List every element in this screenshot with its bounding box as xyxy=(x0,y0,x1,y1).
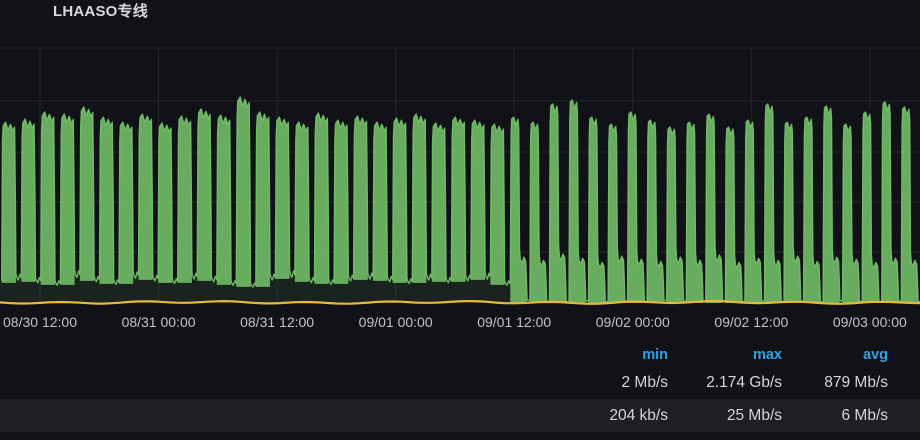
series-green-spike xyxy=(901,107,918,303)
series-green-spike xyxy=(40,112,55,285)
series-green-spike xyxy=(334,120,349,284)
legend-header-row: min max avg xyxy=(0,344,920,366)
legend-row-green-series[interactable]: 2 Mb/s 2.174 Gb/s 879 Mb/s xyxy=(0,366,920,399)
stat-min-value: 204 kb/s xyxy=(609,407,668,424)
legend-table: min max avg 2 Mb/s 2.174 Gb/s 879 Mb/s 2… xyxy=(0,344,920,432)
series-green-spike xyxy=(549,104,566,303)
panel-footer-spacer xyxy=(0,433,920,440)
series-green-spike xyxy=(21,119,36,282)
stat-avg-value: 879 Mb/s xyxy=(824,374,888,391)
series-green-spike xyxy=(216,115,231,285)
x-axis: 08/30 12:00 08/31 00:00 08/31 12:00 09/01 0… xyxy=(0,312,920,332)
series-green-spike xyxy=(881,102,898,303)
series-green-spike xyxy=(353,116,368,280)
stat-min-value: 2 Mb/s xyxy=(621,374,668,391)
series-green-spike xyxy=(744,120,762,303)
series-green-spike xyxy=(647,120,664,303)
series-green-spike xyxy=(451,117,466,282)
series-green-spike xyxy=(510,117,527,303)
x-tick-label: 08/30 12:00 xyxy=(3,314,77,330)
x-tick-label: 09/02 12:00 xyxy=(714,314,789,330)
series-green-spike xyxy=(1,122,16,283)
series-green-spike xyxy=(627,112,644,303)
series-green-spike xyxy=(197,109,212,281)
series-green-spike xyxy=(588,117,605,303)
legend-header-max[interactable]: max xyxy=(752,347,782,363)
series-green-spike xyxy=(60,114,75,285)
series-green-spike xyxy=(431,123,446,282)
series-green-spike xyxy=(99,117,114,284)
x-tick-label: 09/01 12:00 xyxy=(477,314,552,330)
series-green-line xyxy=(1,96,920,303)
series-green-spike xyxy=(529,122,547,303)
stat-max-value: 25 Mb/s xyxy=(726,407,782,424)
series-green-spike xyxy=(177,116,192,283)
legend-row-orange-series[interactable]: 204 kb/s 25 Mb/s 6 Mb/s xyxy=(0,399,920,432)
series-green-spike xyxy=(842,124,859,303)
chart-canvas[interactable] xyxy=(0,0,920,312)
series-green-spike xyxy=(294,122,310,282)
series-green-spike xyxy=(236,97,251,287)
series-green-spike xyxy=(490,124,505,285)
series-green-spike xyxy=(470,120,486,280)
panel-title[interactable]: LHAASO专线 xyxy=(53,3,148,20)
timeseries-plot[interactable] xyxy=(0,0,920,312)
series-green-spike xyxy=(823,106,840,303)
series-green-spike xyxy=(725,127,742,303)
x-tick-label: 09/02 00:00 xyxy=(595,314,670,330)
series-green-spike xyxy=(255,112,270,287)
series-green-spike xyxy=(392,118,407,283)
series-green-spike xyxy=(275,117,290,279)
stat-max-value: 2.174 Gb/s xyxy=(706,374,782,391)
series-green-spike xyxy=(686,122,703,303)
legend-header-avg[interactable]: avg xyxy=(863,347,888,363)
series-green-spike xyxy=(803,117,820,303)
series-green-spike xyxy=(608,124,625,303)
series-green-spike xyxy=(314,113,329,284)
x-tick-label: 09/01 00:00 xyxy=(358,314,433,330)
series-green-spike xyxy=(412,114,427,283)
series-green-spike xyxy=(119,122,134,284)
x-tick-label: 08/31 00:00 xyxy=(121,314,196,330)
x-tick-label: 09/03 00:00 xyxy=(832,314,907,330)
series-green-spike xyxy=(569,100,586,303)
series-green-spike xyxy=(784,122,801,303)
series-green-spike xyxy=(764,104,781,303)
x-tick-label: 08/31 12:00 xyxy=(240,314,315,330)
series-orange-line xyxy=(0,299,920,305)
series-green-spike xyxy=(138,114,153,280)
series-green-spike xyxy=(666,127,683,303)
stat-avg-value: 6 Mb/s xyxy=(841,407,888,424)
series-green-spike xyxy=(705,114,722,303)
legend-header-min[interactable]: min xyxy=(642,347,668,363)
series-green-spike xyxy=(158,123,173,283)
series-green-spike xyxy=(79,107,95,281)
series-green-spike xyxy=(862,112,879,303)
series-green-spike xyxy=(373,122,388,281)
